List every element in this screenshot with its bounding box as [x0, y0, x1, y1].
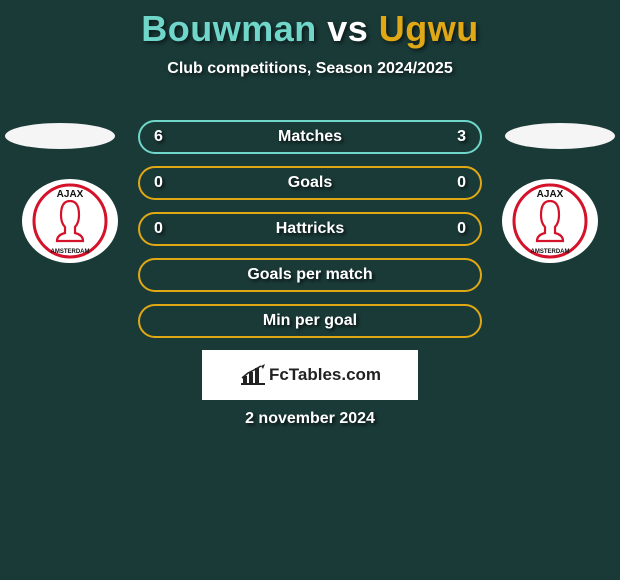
stat-left-value: 6 — [154, 128, 163, 146]
stat-right-value: 3 — [457, 128, 466, 146]
player-right-ellipse — [505, 123, 615, 149]
stat-label: Matches — [278, 128, 342, 146]
club-left-text-bottom: AMSTERDAM — [51, 249, 90, 255]
stat-right-value: 0 — [457, 220, 466, 238]
stat-rows: 6 Matches 3 0 Goals 0 0 Hattricks 0 Goal… — [138, 120, 482, 350]
stat-row: Goals per match — [138, 258, 482, 292]
stat-label: Min per goal — [263, 312, 357, 330]
stat-row: 0 Goals 0 — [138, 166, 482, 200]
brand-box: FcTables.com — [202, 350, 418, 400]
title-player-left: Bouwman — [141, 8, 317, 49]
stat-left-value: 0 — [154, 220, 163, 238]
brand-text: FcTables.com — [269, 365, 381, 385]
club-right-text-top: AJAX — [537, 189, 564, 200]
brand-logo: FcTables.com — [239, 364, 381, 386]
club-right-text-bottom: AMSTERDAM — [531, 249, 570, 255]
stat-label: Hattricks — [276, 220, 344, 238]
club-left-text-top: AJAX — [57, 189, 84, 200]
stat-right-value: 0 — [457, 174, 466, 192]
club-badge-right: AJAX AMSTERDAM — [500, 177, 600, 265]
title-sep: vs — [317, 8, 379, 49]
bar-chart-icon — [239, 364, 267, 386]
stat-label: Goals per match — [247, 266, 372, 284]
stat-left-value: 0 — [154, 174, 163, 192]
club-badge-left: AJAX AMSTERDAM — [20, 177, 120, 265]
page-title: Bouwman vs Ugwu — [0, 0, 620, 50]
date-text: 2 november 2024 — [245, 410, 375, 428]
stat-row: Min per goal — [138, 304, 482, 338]
stat-row: 6 Matches 3 — [138, 120, 482, 154]
player-left-ellipse — [5, 123, 115, 149]
title-player-right: Ugwu — [379, 8, 479, 49]
stat-row: 0 Hattricks 0 — [138, 212, 482, 246]
subtitle: Club competitions, Season 2024/2025 — [0, 60, 620, 78]
stat-label: Goals — [288, 174, 332, 192]
